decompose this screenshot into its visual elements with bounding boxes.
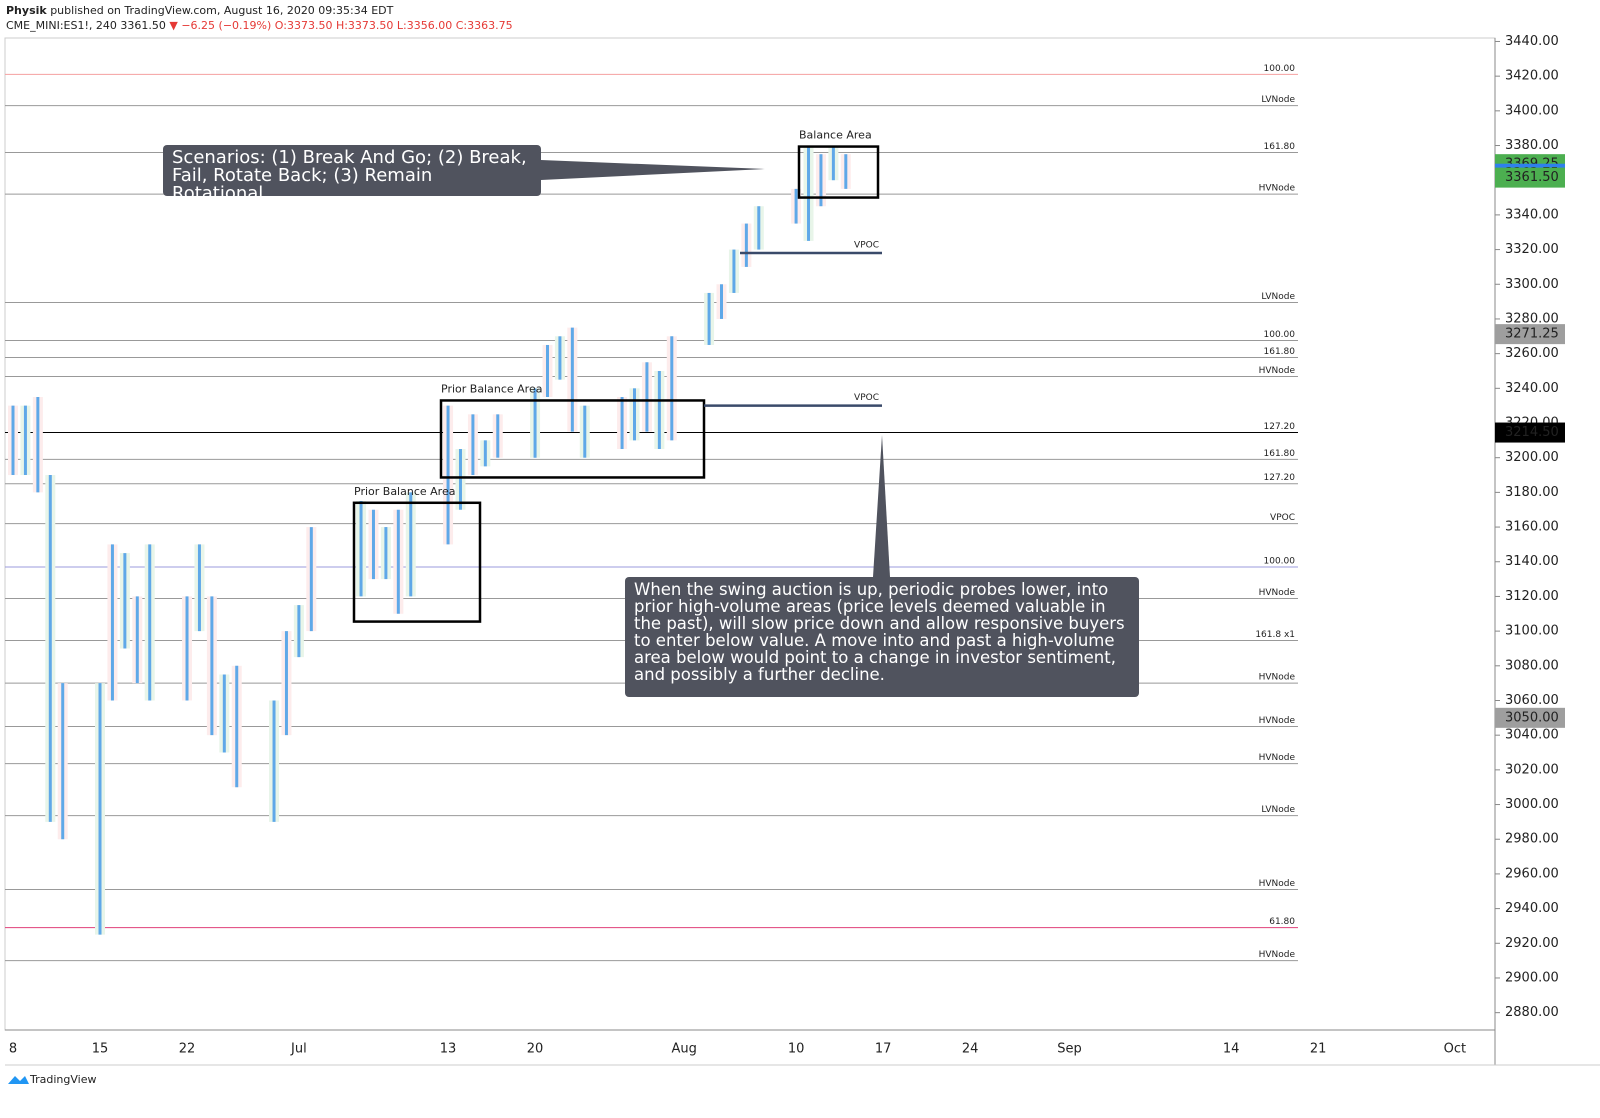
level-label: 161.80 bbox=[1264, 449, 1296, 459]
x-tick-label: 15 bbox=[92, 1042, 109, 1057]
level-label: 161.8 x1 bbox=[1255, 630, 1295, 640]
x-tick-label: Oct bbox=[1444, 1042, 1466, 1057]
x-tick-label: Aug bbox=[672, 1042, 697, 1057]
level-label: 127.20 bbox=[1264, 422, 1296, 432]
level-label: HVNode bbox=[1259, 366, 1296, 376]
header-line: CME_MINI:ES1!, 240 3361.50 ▼ −6.25 (−0.1… bbox=[6, 19, 513, 32]
y-tick-label: 3180.00 bbox=[1505, 485, 1559, 500]
annotation: When the swing auction is up, periodic p… bbox=[625, 577, 1139, 697]
box-label: Prior Balance Area bbox=[354, 485, 455, 498]
level-label: 127.20 bbox=[1264, 473, 1296, 483]
x-tick-label: 21 bbox=[1310, 1042, 1327, 1057]
level-label: HVNode bbox=[1259, 950, 1296, 960]
price-tag bbox=[1495, 707, 1565, 728]
published: published on TradingView.com, August 16,… bbox=[50, 4, 394, 17]
y-tick-label: 3380.00 bbox=[1505, 138, 1559, 153]
open: O:3373.50 bbox=[274, 19, 333, 32]
y-tick-label: 2960.00 bbox=[1505, 866, 1559, 881]
y-tick-label: 2880.00 bbox=[1505, 1005, 1559, 1020]
x-tick-label: 14 bbox=[1223, 1042, 1240, 1057]
level-label: 100.00 bbox=[1264, 330, 1296, 340]
y-tick-label: 3440.00 bbox=[1505, 34, 1559, 49]
price-tag bbox=[1495, 422, 1565, 443]
balance-box bbox=[797, 145, 880, 199]
y-tick-label: 3320.00 bbox=[1505, 242, 1559, 257]
vpoc-label: VPOC bbox=[854, 393, 879, 403]
y-tick-label: 3080.00 bbox=[1505, 658, 1559, 673]
x-tick-label: Sep bbox=[1057, 1042, 1082, 1057]
price-tag-label: 3214.50 bbox=[1505, 425, 1559, 440]
level-label: LVNode bbox=[1261, 805, 1295, 815]
x-tick-label: 13 bbox=[440, 1042, 457, 1057]
low: L:3356.00 bbox=[396, 19, 453, 32]
y-tick-label: 3100.00 bbox=[1505, 624, 1559, 639]
y-tick-label: 3420.00 bbox=[1505, 69, 1559, 84]
y-tick-label: 3000.00 bbox=[1505, 797, 1559, 812]
level-label: HVNode bbox=[1259, 753, 1296, 763]
publisher: Physik bbox=[6, 4, 47, 17]
x-tick-label: 8 bbox=[9, 1042, 17, 1057]
y-tick-label: 3120.00 bbox=[1505, 589, 1559, 604]
callout-pointer bbox=[873, 435, 890, 577]
change: ▼ −6.25 (−0.19%) bbox=[169, 19, 272, 32]
high: H:3373.50 bbox=[335, 19, 394, 32]
y-tick-label: 3040.00 bbox=[1505, 728, 1559, 743]
level-label: LVNode bbox=[1261, 292, 1295, 302]
level-label: HVNode bbox=[1259, 184, 1296, 194]
y-tick-label: 2900.00 bbox=[1505, 970, 1559, 985]
level-label: 100.00 bbox=[1264, 556, 1296, 566]
price-tag bbox=[1495, 324, 1565, 345]
y-tick-label: 3340.00 bbox=[1505, 207, 1559, 222]
level-label: 100.00 bbox=[1264, 64, 1296, 74]
symbol: CME_MINI:ES1!, 240 bbox=[6, 19, 117, 32]
y-tick-label: 3300.00 bbox=[1505, 277, 1559, 292]
vpoc-label: VPOC bbox=[854, 241, 879, 251]
level-label: HVNode bbox=[1259, 879, 1296, 889]
y-tick-label: 3400.00 bbox=[1505, 103, 1559, 118]
header-line: Physik published on TradingView.com, Aug… bbox=[6, 4, 393, 17]
y-tick-label: 3020.00 bbox=[1505, 762, 1559, 777]
price-tag bbox=[1495, 167, 1565, 188]
x-tick-label: 17 bbox=[875, 1042, 892, 1057]
price-tag-label: 3271.25 bbox=[1505, 327, 1559, 342]
callout-pointer bbox=[541, 160, 765, 180]
x-tick-label: 20 bbox=[527, 1042, 544, 1057]
x-tick-label: Jul bbox=[290, 1042, 307, 1057]
balance-box bbox=[352, 501, 482, 623]
level-label: HVNode bbox=[1259, 673, 1296, 683]
y-tick-label: 2980.00 bbox=[1505, 832, 1559, 847]
y-tick-label: 3240.00 bbox=[1505, 381, 1559, 396]
level-label: VPOC bbox=[1270, 513, 1295, 523]
close: C:3363.75 bbox=[455, 19, 513, 32]
x-tick-label: 22 bbox=[179, 1042, 196, 1057]
y-tick-label: 3140.00 bbox=[1505, 554, 1559, 569]
y-tick-label: 3260.00 bbox=[1505, 346, 1559, 361]
y-tick-label: 3160.00 bbox=[1505, 520, 1559, 535]
level-label: LVNode bbox=[1261, 95, 1295, 105]
y-tick-label: 3280.00 bbox=[1505, 311, 1559, 326]
last: 3361.50 bbox=[120, 19, 166, 32]
level-label: HVNode bbox=[1259, 716, 1296, 726]
annotation: Scenarios: (1) Break And Go; (2) Break, … bbox=[163, 145, 541, 203]
y-tick-label: 2920.00 bbox=[1505, 936, 1559, 951]
box-label: Balance Area bbox=[799, 129, 872, 142]
price-tag-label: 3050.00 bbox=[1505, 710, 1559, 725]
y-tick-label: 2940.00 bbox=[1505, 901, 1559, 916]
level-label: 61.80 bbox=[1269, 917, 1295, 927]
x-tick-label: 24 bbox=[962, 1042, 979, 1057]
x-tick-label: 10 bbox=[788, 1042, 805, 1057]
level-label: 161.80 bbox=[1264, 142, 1296, 152]
y-tick-label: 3200.00 bbox=[1505, 450, 1559, 465]
level-label: 161.80 bbox=[1264, 347, 1296, 357]
balance-box bbox=[439, 399, 706, 479]
brand: TradingView bbox=[29, 1073, 96, 1086]
price-tag-label: 3361.50 bbox=[1505, 170, 1559, 185]
y-tick-label: 3060.00 bbox=[1505, 693, 1559, 708]
box-label: Prior Balance Area bbox=[441, 382, 542, 395]
logo bbox=[8, 1076, 29, 1084]
level-label: HVNode bbox=[1259, 588, 1296, 598]
